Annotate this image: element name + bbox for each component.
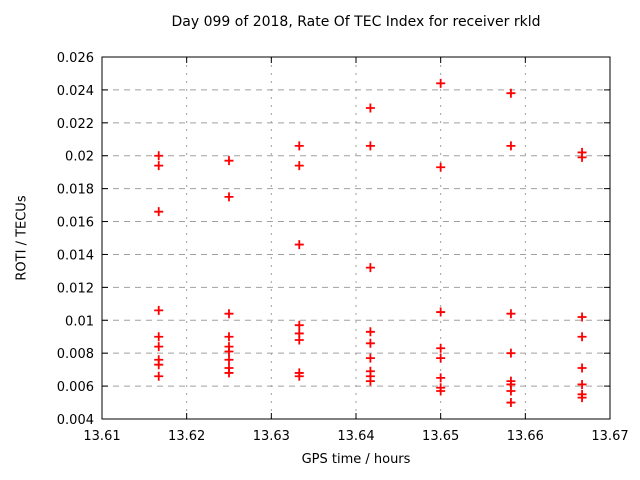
- y-tick-label: 0.018: [57, 183, 94, 198]
- x-tick-label: 13.66: [507, 429, 544, 444]
- data-point-marker: [436, 307, 446, 317]
- x-tick-label: 13.67: [591, 429, 628, 444]
- x-tick-label: 13.65: [422, 429, 459, 444]
- y-tick-label: 0.006: [57, 380, 94, 395]
- data-point-marker: [577, 363, 587, 373]
- data-point-marker: [506, 309, 516, 319]
- data-point-marker: [365, 263, 375, 273]
- y-tick-label: 0.004: [57, 413, 94, 428]
- plot-border: [101, 56, 611, 420]
- data-point-marker: [294, 141, 304, 151]
- y-tick-label: 0.008: [57, 347, 94, 362]
- data-point-marker: [224, 347, 234, 357]
- data-point-marker: [294, 371, 304, 381]
- data-point-marker: [577, 379, 587, 389]
- data-point-marker: [224, 355, 234, 365]
- data-point-marker: [506, 88, 516, 98]
- data-point-marker: [506, 141, 516, 151]
- data-point-marker: [294, 161, 304, 171]
- data-point-marker: [577, 332, 587, 342]
- data-point-marker: [154, 342, 164, 352]
- data-point-marker: [365, 376, 375, 386]
- data-point-marker: [224, 332, 234, 342]
- y-tick-label: 0.012: [57, 281, 94, 296]
- data-point-marker: [154, 371, 164, 381]
- data-point-marker: [436, 373, 446, 383]
- y-axis-label: ROTI / TECUs: [14, 195, 30, 281]
- x-tick-label: 13.61: [83, 429, 120, 444]
- data-point-marker: [365, 338, 375, 348]
- chart-title: Day 099 of 2018, Rate Of TEC Index for r…: [171, 14, 541, 30]
- data-point-marker: [365, 103, 375, 113]
- data-point-marker: [224, 192, 234, 202]
- data-point-marker: [365, 141, 375, 151]
- data-point-marker: [224, 156, 234, 166]
- data-point-marker: [506, 386, 516, 396]
- data-point-marker: [224, 309, 234, 319]
- data-point-marker: [577, 152, 587, 162]
- y-tick-label: 0.026: [57, 51, 94, 66]
- data-point-marker: [577, 393, 587, 403]
- y-tick-label: 0.022: [57, 117, 94, 132]
- data-point-marker: [506, 398, 516, 408]
- data-point-marker: [154, 161, 164, 171]
- data-point-marker: [436, 78, 446, 88]
- data-point-marker: [577, 312, 587, 322]
- y-tick-label: 0.016: [57, 216, 94, 231]
- data-point-marker: [436, 386, 446, 396]
- data-point-marker: [154, 207, 164, 217]
- y-tick-label: 0.024: [57, 84, 94, 99]
- data-point-marker: [154, 360, 164, 370]
- y-tick-label: 0.02: [65, 150, 94, 165]
- data-point-marker: [436, 343, 446, 353]
- x-tick-label: 13.62: [168, 429, 205, 444]
- data-point-marker: [154, 305, 164, 315]
- data-point-marker: [154, 151, 164, 161]
- y-tick-label: 0.01: [65, 314, 94, 329]
- data-point-marker: [224, 368, 234, 378]
- data-point-marker: [154, 332, 164, 342]
- data-point-marker: [436, 353, 446, 363]
- data-point-marker: [365, 353, 375, 363]
- data-point-marker: [294, 320, 304, 330]
- x-tick-label: 13.64: [337, 429, 374, 444]
- x-tick-label: 13.63: [253, 429, 290, 444]
- data-point-marker: [436, 162, 446, 172]
- data-point-marker: [365, 327, 375, 337]
- y-tick-label: 0.014: [57, 248, 94, 263]
- data-point-marker: [294, 335, 304, 345]
- x-axis-label: GPS time / hours: [301, 452, 411, 467]
- data-point-marker: [294, 240, 304, 250]
- data-point-marker: [506, 348, 516, 358]
